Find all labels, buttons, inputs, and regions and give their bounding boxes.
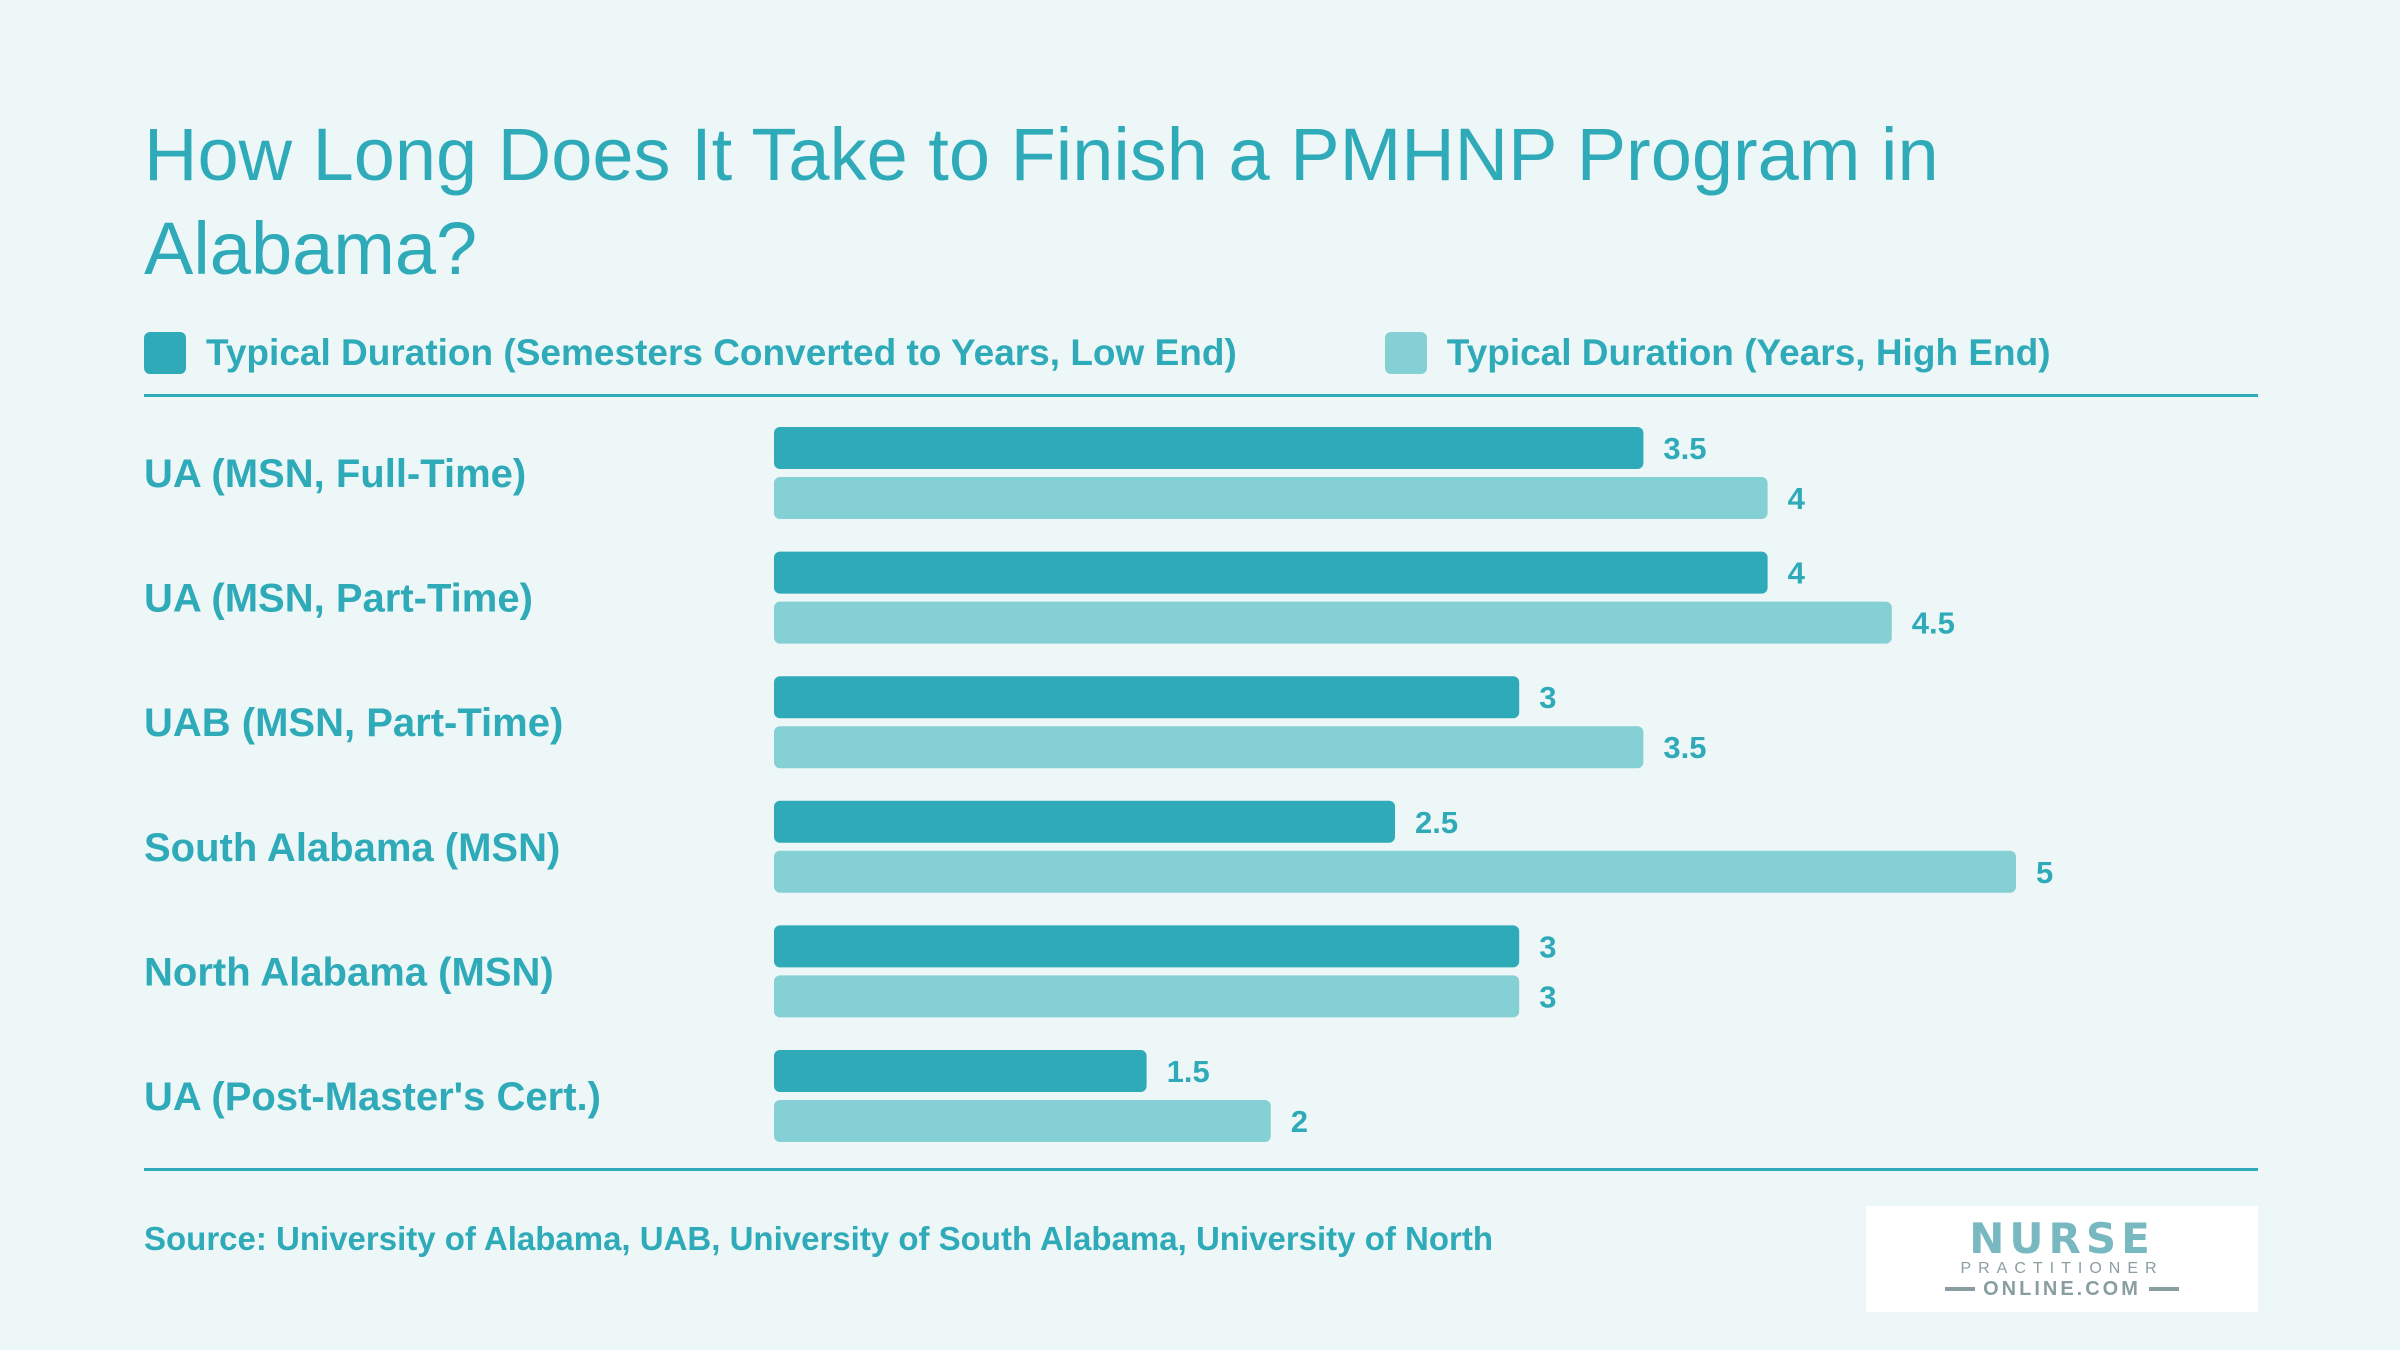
category-label: UA (MSN, Full-Time) xyxy=(144,452,526,496)
category-label: South Alabama (MSN) xyxy=(144,826,560,870)
legend-label-low: Typical Duration (Semesters Converted to… xyxy=(206,332,1237,373)
bar-low xyxy=(774,676,1520,719)
bar-low xyxy=(774,925,1520,968)
bar-low xyxy=(774,1050,1147,1092)
legend-swatch-low xyxy=(144,332,186,374)
bar-low xyxy=(774,427,1644,469)
bar-low xyxy=(774,800,1395,843)
bar-value-label: 4 xyxy=(1788,556,1806,591)
legend-swatch-high xyxy=(1384,332,1427,374)
bottom-divider xyxy=(144,1168,2258,1171)
top-divider xyxy=(144,394,2258,397)
bar-high xyxy=(774,726,1644,769)
category-label: UA (MSN, Part-Time) xyxy=(144,577,533,621)
bar-value-label: 1.5 xyxy=(1167,1054,1210,1089)
chart-title: How Long Does It Take to Finish a PMHNP … xyxy=(144,113,1939,290)
bar-high xyxy=(774,1100,1271,1142)
bar-low xyxy=(774,551,1768,594)
bar-high xyxy=(774,975,1520,1018)
bar-value-label: 3 xyxy=(1539,929,1556,964)
category-label: UAB (MSN, Part-Time) xyxy=(144,701,563,745)
legend-item-low: Typical Duration (Semesters Converted to… xyxy=(144,332,1237,374)
bar-value-label: 3.5 xyxy=(1663,431,1706,466)
bar-high xyxy=(774,601,1892,644)
bar-value-label: 2 xyxy=(1291,1104,1308,1139)
nurse-practitioner-online-logo: NURSE PRACTITIONER ONLINE.COM xyxy=(1866,1206,2258,1312)
logo-bottom-text: ONLINE.COM xyxy=(1983,1278,2141,1300)
legend: Typical Duration (Semesters Converted to… xyxy=(144,330,2051,376)
logo-main-text: NURSE xyxy=(1969,1214,2155,1263)
bar-value-label: 3.5 xyxy=(1663,730,1706,765)
bar-value-label: 3 xyxy=(1539,680,1556,715)
logo-sub-text: PRACTITIONER xyxy=(1960,1260,2164,1277)
category-label: North Alabama (MSN) xyxy=(144,950,554,994)
logo-bottom-row: ONLINE.COM xyxy=(1937,1279,2187,1299)
bar-value-label: 4.5 xyxy=(1912,606,1955,641)
category-label: UA (Post-Master's Cert.) xyxy=(144,1075,601,1119)
legend-item-high: Typical Duration (Years, High End) xyxy=(1384,332,2051,374)
bar-value-label: 4 xyxy=(1788,481,1806,516)
source-note: Source: University of Alabama, UAB, Univ… xyxy=(144,1220,1493,1257)
bar-high xyxy=(774,850,2016,893)
bar-value-label: 5 xyxy=(2036,855,2053,890)
bar-value-label: 2.5 xyxy=(1415,805,1458,840)
bar-value-label: 3 xyxy=(1539,979,1556,1014)
legend-label-high: Typical Duration (Years, High End) xyxy=(1446,332,2051,373)
bar-high xyxy=(774,477,1768,519)
